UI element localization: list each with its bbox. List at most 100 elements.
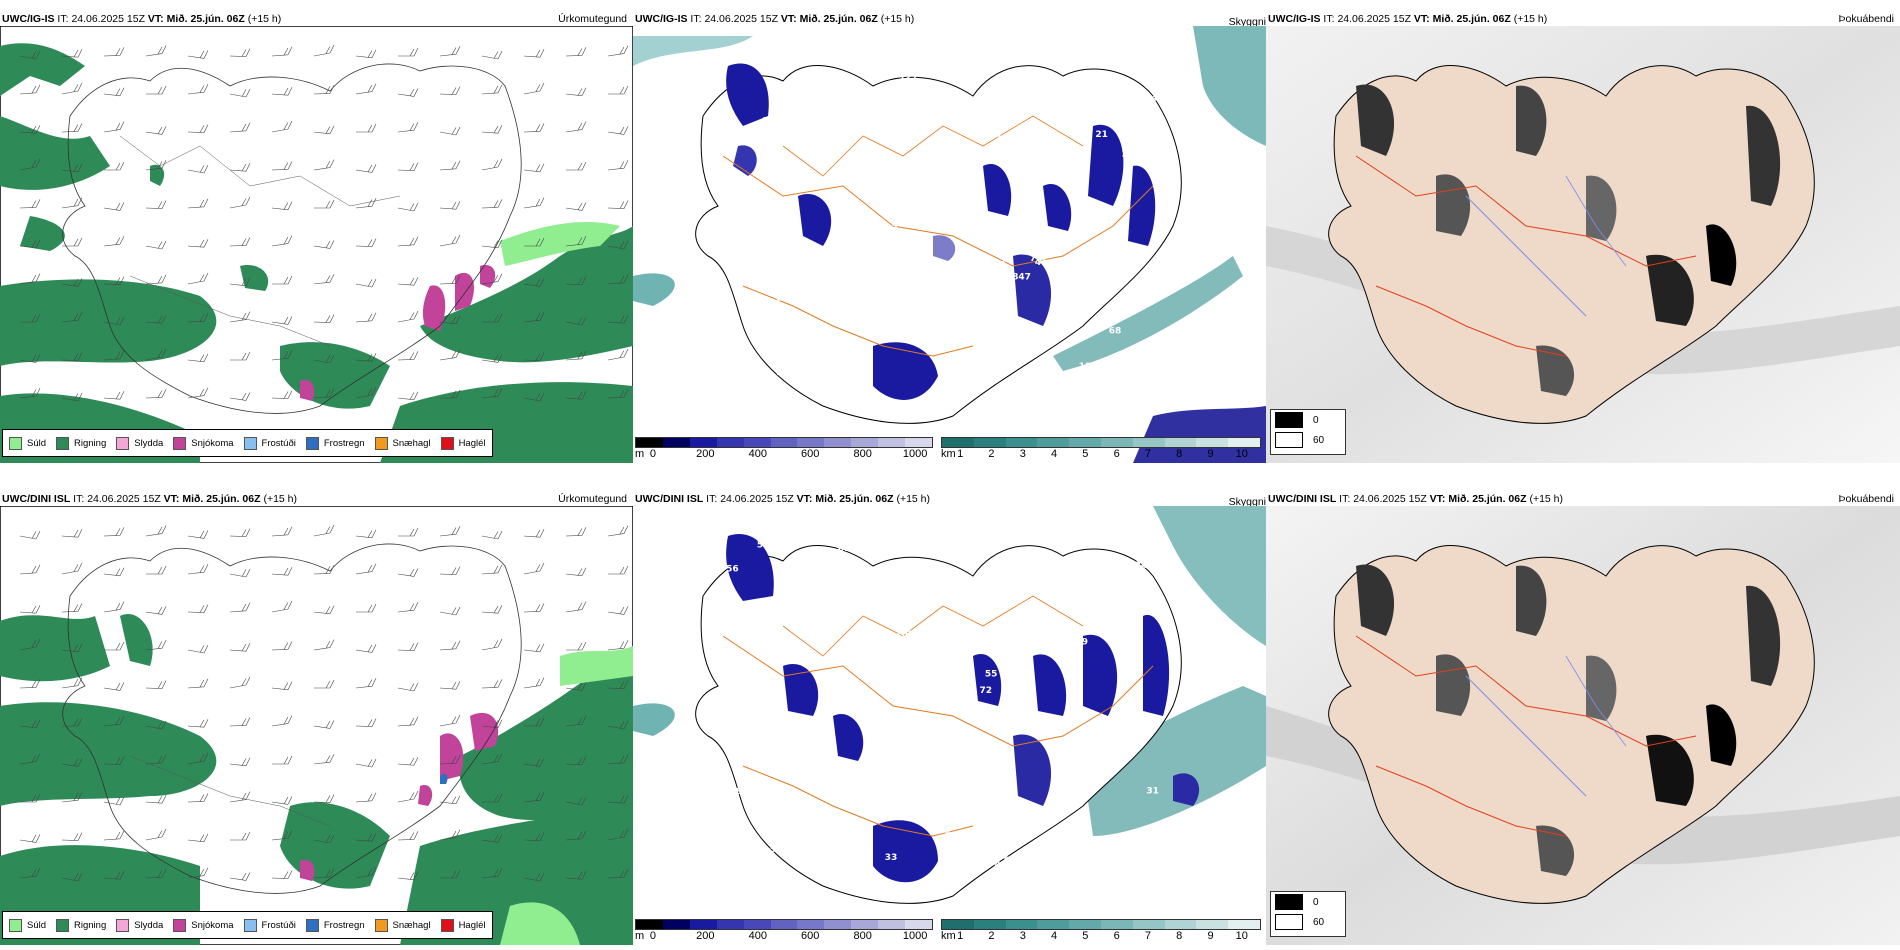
wind-barb — [607, 160, 629, 171]
wind-barb — [145, 315, 167, 324]
wind-barb — [145, 45, 167, 57]
wind-barb — [439, 714, 461, 727]
cloud-base-label: 77 — [847, 707, 860, 717]
cloud-base-label: 57 — [818, 358, 831, 368]
wind-barb — [187, 752, 209, 765]
scale-tick-label: 9 — [1207, 448, 1214, 460]
wind-barb — [61, 603, 83, 613]
wind-barb — [565, 567, 587, 577]
fog-legend-row: 0 — [1271, 410, 1345, 430]
wind-barb — [397, 642, 419, 651]
cloud-base-label: 89 — [856, 158, 869, 168]
panel-title: Þokuábendi — [1838, 13, 1894, 25]
cloud-base-label: 207 — [800, 735, 819, 745]
cloud-base-label: 27 — [1144, 161, 1157, 171]
wind-barb — [397, 757, 419, 766]
cloud-base-label: 79 — [730, 787, 743, 797]
wind-barb — [103, 601, 125, 613]
fog-map — [1266, 506, 1900, 945]
wind-barb — [397, 236, 419, 247]
fog-panel-bottom: UWC/DINI ISL IT: 24.06.2025 15Z VT: Mið.… — [1266, 490, 1900, 945]
legend-item-rigning: Rigning — [56, 918, 106, 932]
cloud-base-label: 162 — [1121, 150, 1140, 160]
wind-barb — [19, 125, 41, 134]
wind-barb — [523, 123, 545, 133]
wind-barb — [481, 868, 503, 879]
wind-barb — [61, 163, 83, 173]
scale-swatch — [689, 438, 717, 447]
wind-barb — [523, 82, 545, 95]
wind-barb — [19, 388, 41, 399]
wind-barb — [61, 562, 83, 575]
wind-barb — [439, 640, 461, 651]
wind-barb — [439, 234, 461, 247]
scale-swatch — [689, 920, 717, 929]
cloud-base-label: 105 — [869, 710, 888, 720]
cloud-base-label: 46 — [1117, 848, 1130, 858]
cloud-base-label: 78 — [1001, 256, 1014, 266]
wind-barb — [607, 126, 629, 135]
wind-barb — [19, 679, 41, 689]
wind-barb — [439, 160, 461, 171]
wind-barb — [103, 202, 125, 211]
cloud-base-label: 107 — [1099, 561, 1118, 571]
wind-barb — [439, 46, 461, 57]
fog-legend-swatch — [1275, 412, 1303, 428]
wind-barb — [103, 716, 125, 727]
wind-barb — [271, 350, 293, 361]
wind-barb — [271, 870, 293, 879]
wind-barb — [523, 352, 545, 361]
wind-barb — [608, 565, 629, 575]
wind-barb — [397, 790, 419, 803]
legend-swatch — [9, 918, 22, 932]
legend-item-frostregn: Frostregn — [305, 918, 365, 932]
scale-swatch — [1196, 920, 1229, 929]
legend-item-slydda: Slydda — [116, 918, 163, 932]
wind-barb — [229, 676, 251, 689]
legend-item-haglel: Haglél — [440, 918, 486, 932]
wind-barb — [397, 682, 419, 692]
wind-barb — [103, 391, 125, 400]
wind-barb — [313, 354, 335, 364]
cloud-base-label: 68 — [1109, 326, 1122, 336]
cloud-base-label: 105 — [817, 121, 836, 131]
wind-barb — [481, 564, 503, 575]
wind-barb — [61, 352, 83, 361]
scale-unit: km — [941, 930, 956, 942]
wind-barb — [313, 565, 335, 575]
panel-header: UWC/DINI ISL IT: 24.06.2025 15Z VT: Mið.… — [1268, 493, 1564, 505]
scale-swatch — [1069, 920, 1101, 929]
wind-barb — [565, 716, 587, 727]
cloud-base-label: 128 — [930, 786, 949, 796]
cloud-base-label: 52 — [1039, 818, 1052, 828]
wind-barb — [271, 526, 293, 537]
scale-tick-label: 7 — [1144, 930, 1151, 942]
panel-header: UWC/DINI ISL IT: 24.06.2025 15Z VT: Mið.… — [2, 493, 298, 505]
visibility-scale: km 1 2 3 4 5 6 7 8 9 10 — [941, 919, 1261, 943]
wind-barb — [355, 353, 377, 362]
wind-barb — [523, 278, 545, 287]
wind-barb — [229, 237, 251, 247]
scale-swatch — [770, 438, 798, 447]
cloud-base-label: 58 — [770, 845, 783, 855]
wind-barb — [230, 351, 251, 361]
wind-barb — [607, 795, 629, 804]
cloud-base-label: 85 — [777, 579, 790, 589]
panel-title: Úrkomutegund — [558, 13, 627, 25]
wind-barb — [145, 525, 167, 537]
wind-barb — [481, 158, 503, 171]
wind-barb — [19, 354, 41, 363]
scale-tick-label: 600 — [801, 930, 820, 942]
cloud-base-label: 54 — [1114, 363, 1127, 373]
scale-swatch — [824, 920, 852, 929]
wind-barb — [439, 829, 461, 841]
wind-barb — [355, 563, 377, 575]
wind-barb — [229, 196, 251, 209]
wind-barb — [565, 601, 587, 613]
wind-barb — [565, 871, 587, 880]
panel-title: Skyggni — [1228, 496, 1266, 508]
cloud-base-label: 108 — [997, 135, 1016, 145]
wind-barb — [523, 643, 545, 653]
wind-barb — [482, 313, 503, 323]
cloud-base-label: 117 — [960, 197, 979, 207]
